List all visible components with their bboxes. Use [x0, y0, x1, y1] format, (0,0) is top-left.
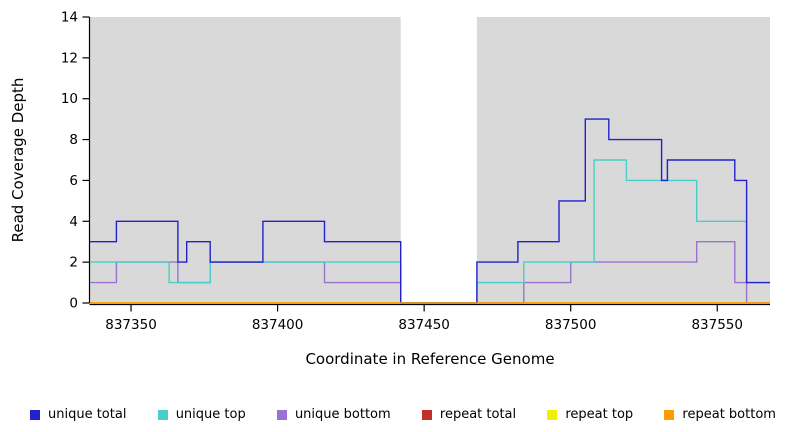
y-tick-label: 4	[69, 214, 78, 230]
legend-item-unique-bottom: unique bottom	[276, 407, 391, 422]
x-tick-label: 837450	[398, 317, 450, 333]
legend-item-repeat-total: repeat total	[421, 407, 517, 422]
series-line-unique-top	[90, 159, 770, 304]
plot-background-left	[90, 17, 401, 303]
legend: unique total unique top unique bottom repea…	[0, 407, 792, 422]
legend-item-unique-top: unique top	[157, 407, 246, 422]
y-tick-label: 6	[69, 173, 78, 189]
y-tick-label: 2	[69, 255, 78, 271]
coverage-chart: 0 2 4 6 8 10 12 14 837350 837400 837450 837500 83755…	[9, 10, 770, 368]
legend-swatch-icon	[30, 409, 40, 420]
legend-swatch-icon	[421, 409, 432, 420]
y-axis-label: Read Coverage Depth	[9, 78, 27, 243]
y-tick-label: 14	[61, 10, 78, 26]
x-tick-label: 837500	[545, 317, 597, 333]
y-tick-label: 0	[69, 296, 78, 312]
y-tick-label: 10	[61, 91, 78, 107]
legend-label: repeat top	[565, 407, 634, 422]
legend-swatch-icon	[157, 409, 168, 420]
legend-label: repeat total	[439, 407, 517, 422]
y-tick-label: 8	[69, 132, 78, 148]
legend-label: repeat bottom	[682, 407, 776, 422]
x-tick-label: 837550	[691, 317, 743, 333]
legend-item-repeat-top: repeat top	[547, 407, 633, 422]
legend-item-repeat-bottom: repeat bottom	[664, 407, 776, 422]
legend-label: unique total	[48, 407, 127, 422]
legend-label: unique bottom	[294, 407, 391, 422]
legend-item-unique-total: unique total	[30, 407, 126, 422]
y-tick-label: 12	[61, 50, 78, 66]
legend-swatch-icon	[547, 409, 558, 420]
series-line-unique-total	[90, 118, 770, 304]
x-tick-label: 837350	[105, 317, 157, 333]
legend-label: unique top	[175, 407, 246, 422]
plot-layers: 0 2 4 6 8 10 12 14 837350 837400 837450 837500 83755…	[61, 10, 770, 333]
legend-swatch-icon	[664, 409, 675, 420]
x-tick-label: 837400	[252, 317, 304, 333]
x-axis-label: Coordinate in Reference Genome	[305, 350, 554, 368]
legend-swatch-icon	[276, 409, 287, 420]
